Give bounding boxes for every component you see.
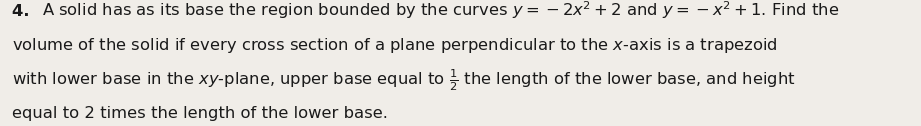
Text: with lower base in the $xy$-plane, upper base equal to $\frac{1}{2}$ the length : with lower base in the $xy$-plane, upper… — [12, 67, 796, 93]
Text: A solid has as its base the region bounded by the curves $y = -2x^2 + 2$ and $y : A solid has as its base the region bound… — [42, 0, 839, 21]
Text: volume of the solid if every cross section of a plane perpendicular to the $x$-a: volume of the solid if every cross secti… — [12, 36, 777, 55]
Text: equal to 2 times the length of the lower base.: equal to 2 times the length of the lower… — [12, 106, 388, 121]
Text: 4.: 4. — [12, 4, 35, 19]
